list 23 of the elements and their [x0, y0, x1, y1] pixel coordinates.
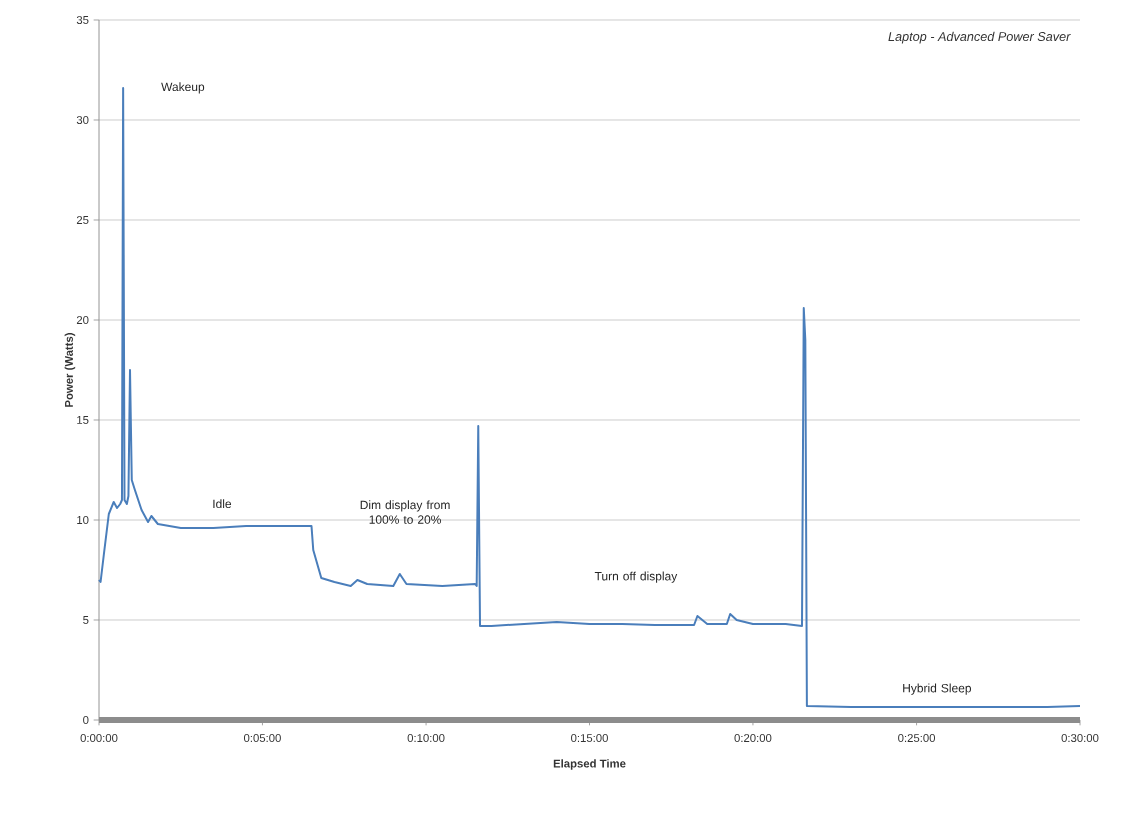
annotation: Idle — [213, 499, 232, 509]
x-tick-label: 0:20:00 — [734, 734, 772, 743]
y-tick-label: 0 — [83, 716, 89, 725]
y-tick-label: 25 — [76, 215, 89, 224]
annotation: Wakeup — [161, 82, 205, 94]
y-tick-label: 30 — [76, 115, 89, 124]
annotation: Turn off display — [594, 571, 678, 583]
y-tick-label: 35 — [76, 15, 89, 24]
x-tick-label: 0:10:00 — [407, 734, 445, 743]
x-tick-label: 0:30:00 — [1061, 734, 1099, 743]
x-axis-title: Elapsed Time — [553, 759, 626, 770]
annotation: Hybrid Sleep — [903, 683, 972, 695]
y-tick-label: 20 — [76, 316, 89, 324]
y-axis-title: Power (Watts) — [64, 333, 76, 407]
annotation: Dim display from 100% to 20% — [360, 500, 450, 524]
x-tick-label: 0:25:00 — [898, 734, 936, 743]
x-tick-label: 0:15:00 — [571, 734, 608, 743]
y-tick-label: 10 — [77, 516, 89, 525]
x-tick-label: 0:05:00 — [243, 734, 281, 743]
y-tick-label: 5 — [83, 616, 89, 624]
text: Laptop - Advanced Power Saver — [888, 31, 1071, 44]
y-tick-label: 15 — [77, 416, 89, 424]
x-tick-label: 0:00:00 — [80, 734, 118, 743]
